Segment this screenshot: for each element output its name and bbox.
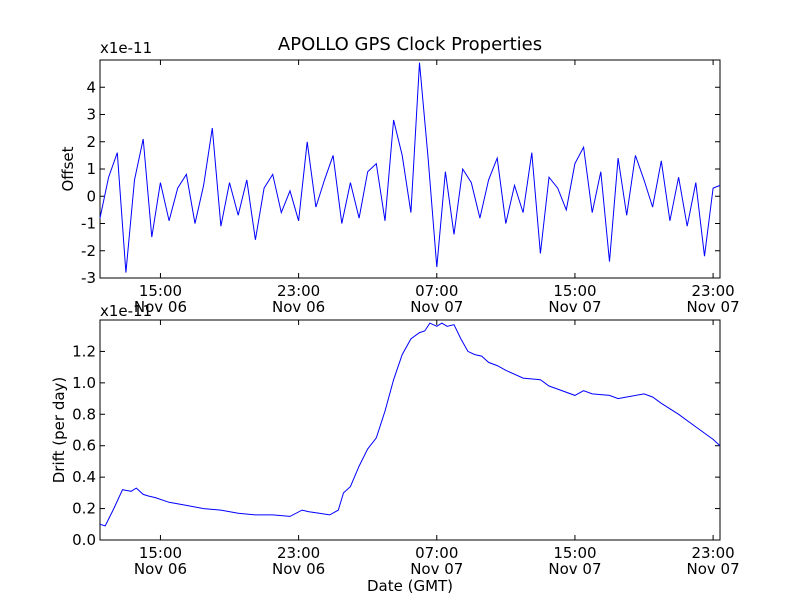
- x-axis-label: Date (GMT): [367, 577, 453, 595]
- drift-xtick-date-0: Nov 06: [134, 560, 187, 578]
- drift-ytick-label-5: 1.0: [72, 374, 96, 392]
- drift-ylabel: Drift (per day): [50, 377, 68, 484]
- offset-ytick-label-0: -3: [81, 269, 96, 287]
- drift-ytick-label-3: 0.6: [72, 437, 96, 455]
- figure-title: APOLLO GPS Clock Properties: [278, 34, 542, 55]
- offset-ytick-label-5: 2: [86, 133, 96, 151]
- drift-xtick-date-1: Nov 06: [272, 560, 325, 578]
- offset-xtick-date-0: Nov 06: [134, 298, 187, 316]
- offset-yticks: -3 -2 -1 0 1 2 3 4: [81, 78, 720, 287]
- offset-ytick-label-3: 0: [86, 187, 96, 205]
- drift-xtick-time-0: 15:00: [139, 544, 182, 562]
- drift-xtick-date-2: Nov 07: [410, 560, 463, 578]
- offset-xtick-date-1: Nov 06: [272, 298, 325, 316]
- offset-ylabel: Offset: [59, 146, 77, 191]
- drift-xtick-time-3: 15:00: [553, 544, 596, 562]
- drift-plot-frame: [99, 319, 721, 541]
- offset-ytick-label-2: -1: [81, 215, 96, 233]
- drift-xtick-time-2: 07:00: [415, 544, 458, 562]
- offset-xtick-time-0: 15:00: [139, 282, 182, 300]
- offset-xtick-time-2: 07:00: [415, 282, 458, 300]
- drift-xtick-date-3: Nov 07: [548, 560, 601, 578]
- offset-xtick-time-4: 23:00: [691, 282, 734, 300]
- drift-yticks: 0.0 0.2 0.4 0.6 0.8 1.0 1.2: [72, 342, 720, 549]
- drift-xtick-time-4: 23:00: [691, 544, 734, 562]
- offset-ytick-label-6: 3: [86, 106, 96, 124]
- offset-xtick-date-2: Nov 07: [410, 298, 463, 316]
- drift-series-line: [99, 322, 721, 527]
- offset-series-line: [99, 62, 721, 273]
- offset-ytick-label-7: 4: [86, 78, 96, 96]
- offset-xtick-date-3: Nov 07: [548, 298, 601, 316]
- drift-panel: x1e-11 Drift (per day) 0.0 0.2 0.4 0.6 0.8 1.…: [50, 302, 740, 578]
- offset-xtick-time-1: 23:00: [277, 282, 320, 300]
- drift-ytick-label-0: 0.0: [72, 531, 96, 549]
- offset-ytick-label-1: -2: [81, 242, 96, 260]
- drift-ytick-label-6: 1.2: [72, 342, 96, 360]
- drift-multiplier: x1e-11: [100, 302, 152, 320]
- offset-xtick-date-4: Nov 07: [687, 298, 740, 316]
- drift-xtick-date-4: Nov 07: [687, 560, 740, 578]
- offset-multiplier: x1e-11: [100, 39, 152, 57]
- drift-ytick-label-1: 0.2: [72, 500, 96, 518]
- offset-ytick-label-4: 1: [86, 160, 96, 178]
- drift-ytick-label-2: 0.4: [72, 468, 96, 486]
- offset-xtick-time-3: 15:00: [553, 282, 596, 300]
- drift-xtick-time-1: 23:00: [277, 544, 320, 562]
- drift-ytick-label-4: 0.8: [72, 405, 96, 423]
